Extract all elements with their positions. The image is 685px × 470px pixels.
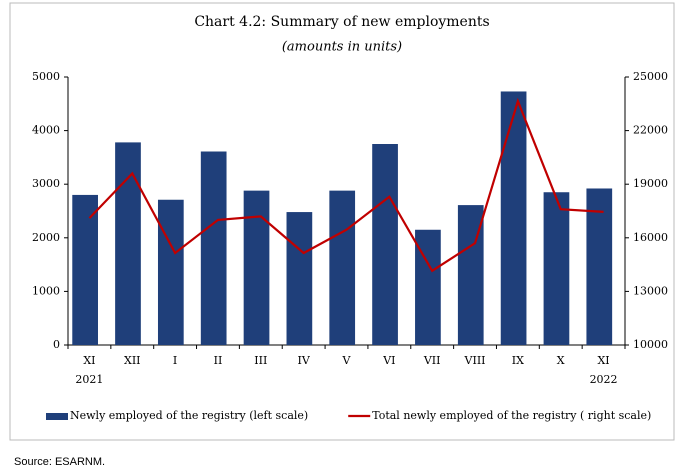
x-tick-label: I bbox=[173, 354, 177, 367]
bar bbox=[286, 212, 313, 345]
chart-subtitle: (amounts in units) bbox=[282, 40, 402, 55]
y-tick-label: 5000 bbox=[32, 70, 60, 83]
legend-label: Newly employed of the registry (left sca… bbox=[70, 409, 308, 422]
bar bbox=[115, 142, 141, 345]
y2-tick-label: 16000 bbox=[633, 231, 668, 244]
legend-label: Total newly employed of the registry ( r… bbox=[372, 409, 651, 422]
x-year-label: 2022 bbox=[590, 373, 618, 386]
bar bbox=[372, 144, 398, 345]
x-year-label: 2021 bbox=[75, 373, 103, 386]
x-tick-label: VI bbox=[382, 354, 395, 367]
line bbox=[88, 97, 604, 273]
bar bbox=[586, 188, 613, 345]
y2-tick-label: 25000 bbox=[633, 70, 668, 83]
bar bbox=[329, 190, 356, 345]
bar bbox=[543, 192, 570, 345]
bar bbox=[157, 199, 184, 345]
x-tick-label: IX bbox=[512, 354, 524, 367]
x-tick-label: VII bbox=[423, 354, 441, 367]
bar bbox=[243, 190, 270, 345]
x-tick-label: II bbox=[214, 354, 223, 367]
x-tick-label: XI bbox=[83, 354, 95, 367]
chart-frame bbox=[9, 2, 675, 441]
y2-tick-label: 13000 bbox=[633, 284, 668, 297]
x-tick-label: III bbox=[254, 354, 267, 367]
x-tick-label: X bbox=[557, 354, 565, 367]
y-tick-label: 3000 bbox=[32, 177, 60, 190]
y-tick-label: 4000 bbox=[32, 124, 60, 137]
y-tick-label: 2000 bbox=[32, 231, 60, 244]
y-tick-label: 0 bbox=[53, 338, 60, 351]
x-tick-label: XI bbox=[597, 354, 609, 367]
bar bbox=[200, 151, 227, 345]
bar bbox=[500, 91, 527, 345]
bar bbox=[72, 194, 98, 345]
x-tick-label: V bbox=[342, 354, 352, 367]
x-tick-label: IV bbox=[298, 354, 311, 367]
chart-title: Chart 4.2: Summary of new employments bbox=[194, 14, 489, 30]
y2-tick-label: 19000 bbox=[633, 177, 668, 190]
x-tick-label: VIII bbox=[464, 354, 486, 367]
y2-tick-label: 22000 bbox=[633, 124, 668, 137]
source: Source: ESARNM. bbox=[14, 456, 105, 468]
legend-swatch bbox=[46, 413, 68, 420]
x-tick-label: XII bbox=[124, 354, 141, 367]
y2-tick-label: 10000 bbox=[633, 338, 668, 351]
y-tick-label: 1000 bbox=[32, 284, 60, 297]
